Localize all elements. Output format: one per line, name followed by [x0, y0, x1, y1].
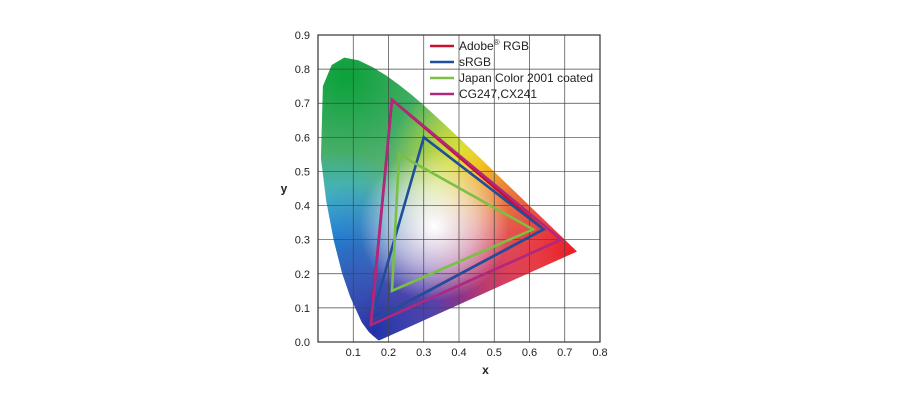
legend-label: CG247,CX241 — [459, 87, 537, 101]
x-tick-label: 0.2 — [381, 347, 396, 359]
y-tick-label: 0.1 — [295, 303, 310, 315]
plot-border — [317, 34, 601, 343]
x-tick-label: 0.4 — [451, 347, 466, 359]
legend-label: sRGB — [459, 55, 491, 69]
y-tick-label: 0.0 — [295, 337, 310, 349]
gamut-triangles — [368, 97, 564, 327]
y-tick-label: 0.5 — [295, 166, 310, 178]
x-tick-labels: 0.1 0.2 0.3 0.4 0.5 0.6 0.7 0.8 — [346, 347, 608, 359]
legend-label: Japan Color 2001 coated — [459, 71, 593, 85]
y-tick-label: 0.2 — [295, 269, 310, 281]
y-tick-label: 0.6 — [295, 132, 310, 144]
y-axis-title: y — [281, 182, 288, 196]
y-tick-label: 0.4 — [295, 201, 310, 213]
y-tick-label: 0.3 — [295, 235, 310, 247]
y-tick-labels: 0.0 0.1 0.2 0.3 0.4 0.5 0.6 0.7 0.8 0.9 — [295, 30, 310, 349]
legend-label: Adobe® RGB — [459, 38, 529, 53]
y-tick-label: 0.7 — [295, 98, 310, 110]
gamut-triangle-1 — [368, 135, 546, 325]
gamut-triangle-2 — [390, 152, 536, 293]
x-tick-label: 0.3 — [416, 347, 431, 359]
x-tick-label: 0.1 — [346, 347, 361, 359]
gamut-triangle-3 — [369, 97, 564, 327]
x-axis-title: x — [482, 363, 489, 377]
legend: Adobe® RGB sRGB Japan Color 2001 coated CG2… — [430, 38, 593, 101]
y-tick-label: 0.9 — [295, 30, 310, 42]
x-tick-label: 0.8 — [592, 347, 607, 359]
x-tick-label: 0.6 — [522, 347, 537, 359]
x-tick-label: 0.5 — [487, 347, 502, 359]
y-tick-label: 0.8 — [295, 64, 310, 76]
x-tick-label: 0.7 — [557, 347, 572, 359]
